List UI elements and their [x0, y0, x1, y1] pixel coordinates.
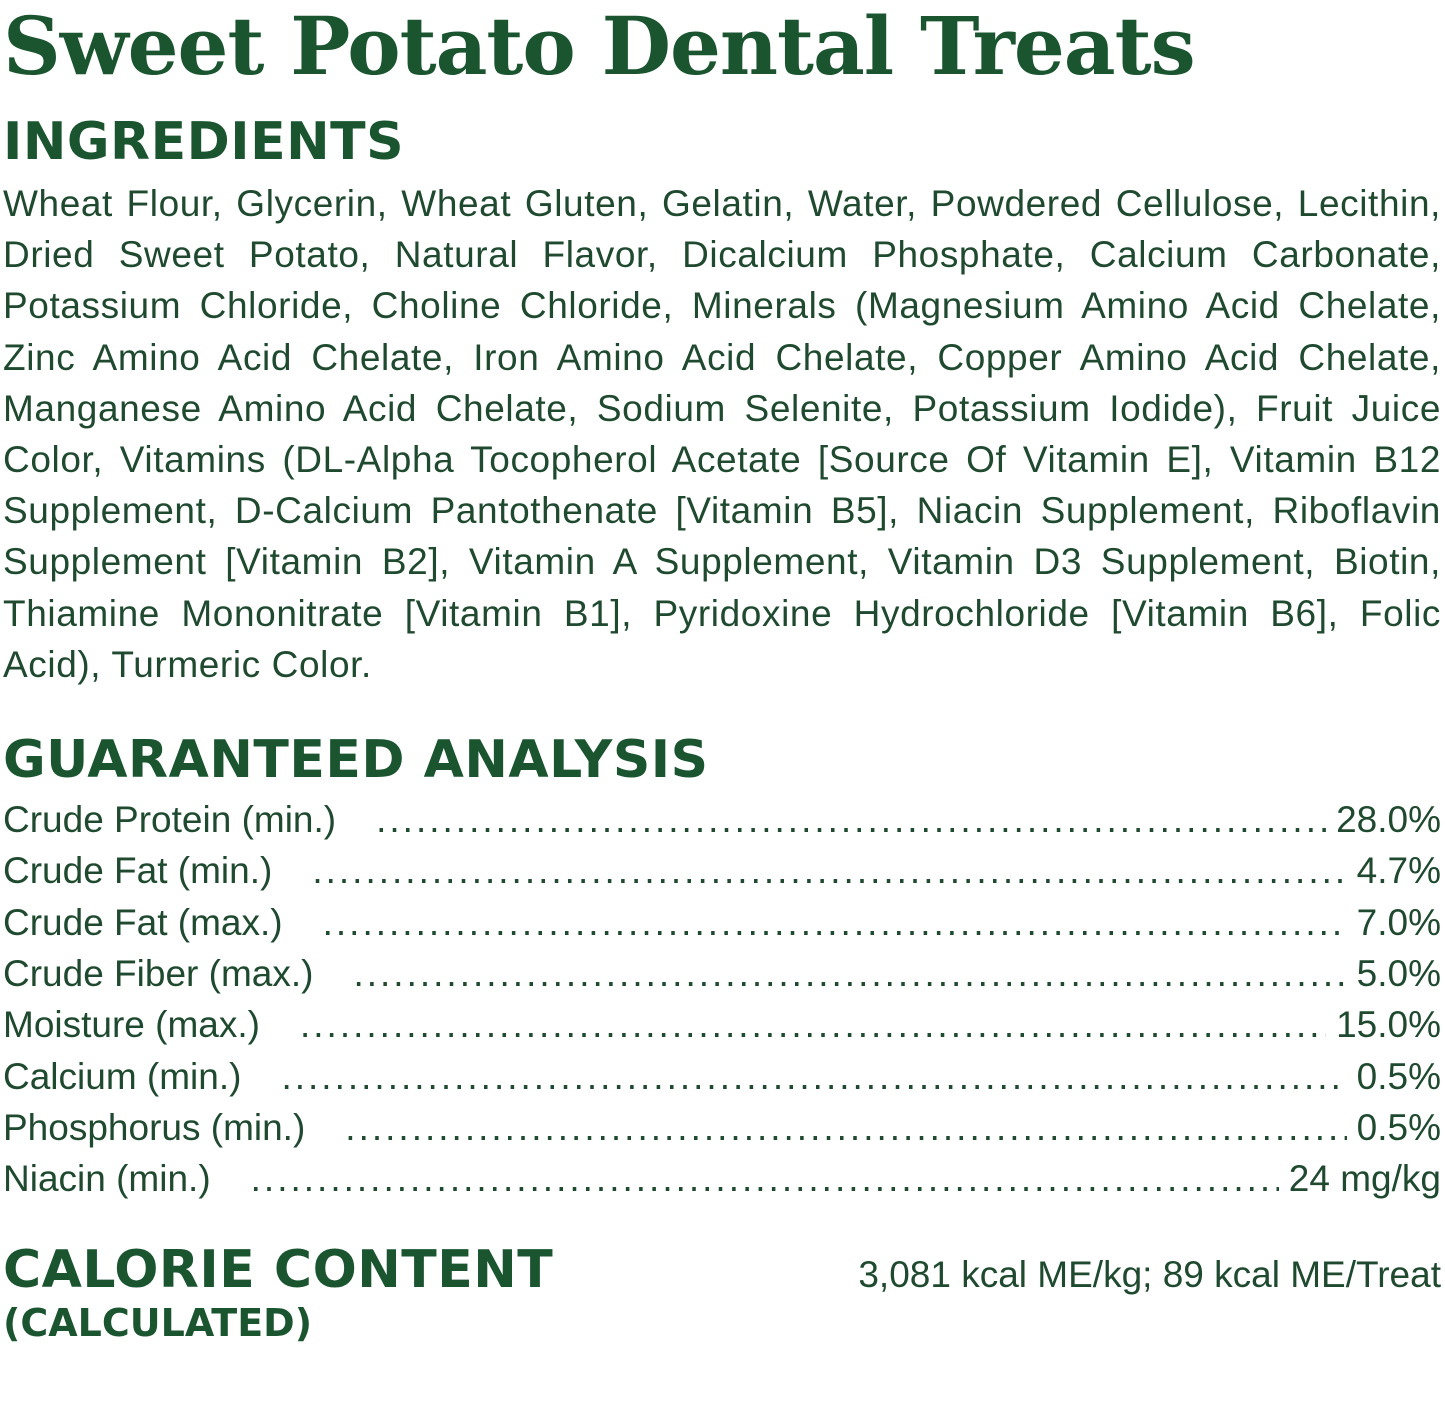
analysis-row: Crude Fat (min.)........................… — [3, 845, 1441, 896]
ingredients-heading: INGREDIENTS — [3, 112, 405, 172]
analysis-table: Crude Protein (min.)....................… — [3, 794, 1441, 1204]
calorie-value: 3,081 kcal ME/kg; 89 kcal ME/Treat — [858, 1254, 1441, 1296]
analysis-row: Crude Fiber (max.)......................… — [3, 948, 1441, 999]
analysis-value: 0.5% — [1356, 1106, 1441, 1148]
dot-leader: ........................................… — [281, 1055, 1346, 1097]
analysis-label: Crude Protein (min.) — [3, 799, 337, 841]
dot-leader: ........................................… — [322, 901, 1347, 943]
analysis-row: Crude Protein (min.)....................… — [3, 794, 1441, 845]
analysis-value: 24 mg/kg — [1288, 1158, 1441, 1200]
calorie-section: CALORIE CONTENT (CALCULATED) 3,081 kcal … — [3, 1240, 1441, 1346]
product-label: Sweet Potato Dental Treats INGREDIENTS W… — [3, 0, 1441, 1346]
dot-leader: ........................................… — [353, 952, 1347, 994]
analysis-label: Crude Fiber (max.) — [3, 952, 314, 994]
ingredients-text: Wheat Flour, Glycerin, Wheat Gluten, Gel… — [3, 183, 1441, 685]
analysis-row: Phosphorus (min.).......................… — [3, 1102, 1441, 1153]
analysis-label: Niacin (min.) — [3, 1158, 211, 1200]
analysis-label: Crude Fat (min.) — [3, 850, 273, 892]
analysis-value: 5.0% — [1356, 952, 1441, 994]
dot-leader: ........................................… — [312, 850, 1347, 892]
calorie-heading: CALORIE CONTENT — [3, 1240, 554, 1301]
dot-leader: ........................................… — [299, 1004, 1326, 1046]
dot-leader: ........................................… — [376, 799, 1326, 841]
analysis-label: Calcium (min.) — [3, 1055, 242, 1097]
dot-leader: ........................................… — [345, 1106, 1346, 1148]
analysis-value: 15.0% — [1336, 1004, 1441, 1046]
analysis-row: Moisture (max.).........................… — [3, 999, 1441, 1050]
analysis-row: Crude Fat (max.)........................… — [3, 897, 1441, 948]
analysis-label: Moisture (max.) — [3, 1004, 260, 1046]
analysis-value: 0.5% — [1356, 1055, 1441, 1097]
analysis-label: Phosphorus (min.) — [3, 1106, 306, 1148]
calorie-subheading: (CALCULATED) — [3, 1301, 313, 1346]
analysis-heading: GUARANTEED ANALYSIS — [3, 730, 709, 791]
analysis-row: Calcium (min.)..........................… — [3, 1051, 1441, 1102]
analysis-label: Crude Fat (max.) — [3, 901, 283, 943]
analysis-value: 28.0% — [1336, 799, 1441, 841]
page-title: Sweet Potato Dental Treats — [3, 0, 1196, 93]
analysis-row: Niacin (min.)...........................… — [3, 1153, 1441, 1204]
analysis-value: 7.0% — [1356, 901, 1441, 943]
dot-leader: ........................................… — [250, 1158, 1279, 1200]
analysis-value: 4.7% — [1356, 850, 1441, 892]
